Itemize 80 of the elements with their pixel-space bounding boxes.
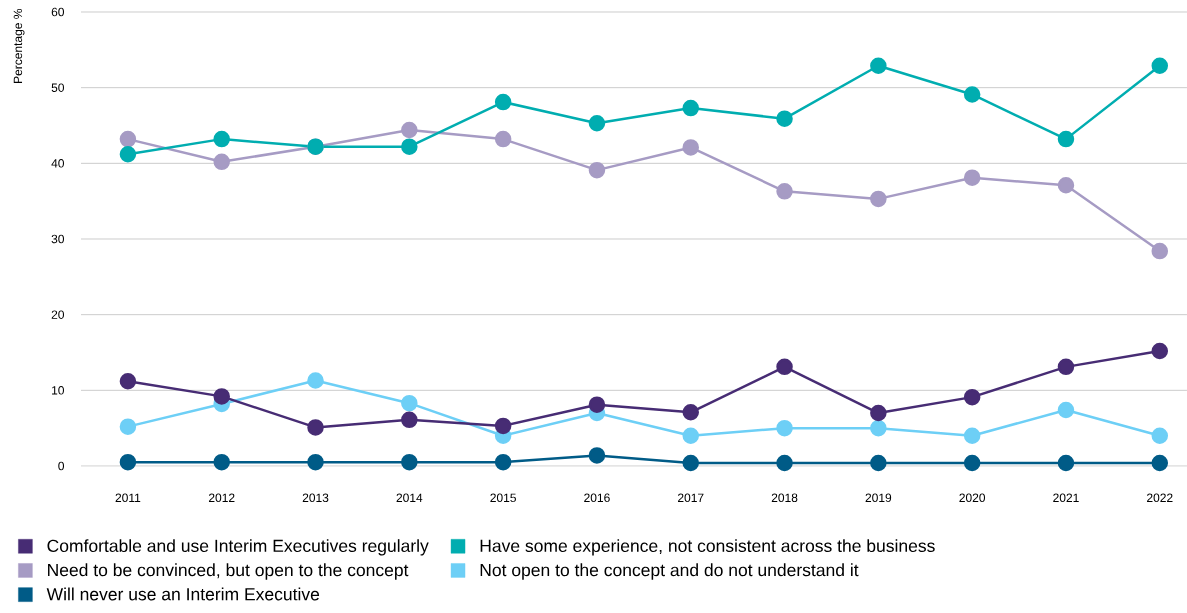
- point: [963, 427, 981, 444]
- x-tick-label: 2019: [865, 493, 892, 503]
- point: [1151, 342, 1169, 360]
- y-tick-label: 40: [51, 159, 65, 168]
- legend-label: Will never use an Interim Executive: [46, 587, 320, 601]
- point: [682, 427, 699, 444]
- x-tick-label: 2011: [115, 493, 141, 503]
- point: [1057, 130, 1075, 148]
- point: [682, 99, 699, 117]
- point: [401, 411, 418, 429]
- point: [1057, 177, 1075, 194]
- point: [870, 404, 887, 422]
- point: [494, 453, 512, 471]
- point: [682, 139, 699, 156]
- point: [682, 454, 699, 472]
- point: [307, 453, 324, 471]
- point: [776, 454, 793, 472]
- point: [588, 161, 606, 179]
- y-tick-label: 50: [51, 83, 65, 92]
- point: [870, 190, 887, 208]
- point: [401, 394, 418, 412]
- y-tick-label: 0: [58, 461, 65, 471]
- point: [870, 454, 887, 472]
- legend-label: Have some experience, not consistent across the business: [480, 539, 935, 556]
- x-tick-label: 2013: [302, 493, 329, 503]
- y-tick-label: 30: [51, 234, 65, 244]
- point: [213, 130, 230, 148]
- x-tick-label: 2020: [959, 493, 986, 503]
- point: [776, 419, 793, 437]
- point: [494, 93, 512, 111]
- point: [963, 454, 981, 472]
- y-tick-label: 60: [51, 7, 65, 17]
- point: [401, 121, 418, 139]
- y-tick-label: 20: [51, 310, 65, 319]
- point: [119, 453, 137, 471]
- point: [494, 417, 512, 435]
- point: [494, 130, 512, 148]
- point: [588, 396, 606, 413]
- point: [213, 453, 230, 471]
- point: [776, 358, 793, 376]
- point: [119, 130, 137, 148]
- x-tick-label: 2022: [1147, 493, 1173, 503]
- point: [1057, 454, 1075, 472]
- x-tick-label: 2021: [1053, 493, 1079, 503]
- point: [1057, 401, 1075, 419]
- point: [963, 388, 981, 406]
- point: [1151, 242, 1169, 260]
- point: [119, 372, 137, 390]
- point: [401, 453, 418, 471]
- y-axis-title: Percentage %: [13, 8, 25, 83]
- x-tick-label: 2017: [677, 493, 704, 503]
- point: [682, 404, 699, 421]
- point: [1057, 358, 1075, 376]
- point: [588, 114, 606, 132]
- point: [401, 138, 418, 155]
- legend-label: Not open to the concept and do not understand it: [480, 563, 859, 580]
- legend-label: Comfortable and use Interim Executives regularly: [47, 539, 429, 556]
- point: [588, 447, 606, 464]
- point: [307, 419, 324, 436]
- point: [870, 57, 887, 74]
- point: [1151, 427, 1169, 444]
- x-tick-label: 2012: [208, 493, 235, 503]
- point: [119, 418, 137, 435]
- point: [119, 146, 137, 163]
- point: [776, 183, 793, 200]
- x-tick-label: 2016: [584, 493, 610, 503]
- y-tick-label: 10: [52, 386, 65, 395]
- point: [776, 110, 793, 127]
- x-tick-label: 2015: [490, 493, 516, 503]
- point: [870, 419, 887, 437]
- point: [1151, 454, 1169, 472]
- point: [213, 153, 230, 171]
- point: [1151, 57, 1169, 74]
- legend-label: Need to be convinced, but open to the concept: [48, 563, 409, 580]
- point: [307, 372, 324, 389]
- x-tick-label: 2018: [771, 493, 798, 503]
- x-tick-label: 2014: [396, 493, 423, 503]
- point: [963, 86, 981, 103]
- point: [213, 388, 230, 405]
- point: [963, 169, 981, 186]
